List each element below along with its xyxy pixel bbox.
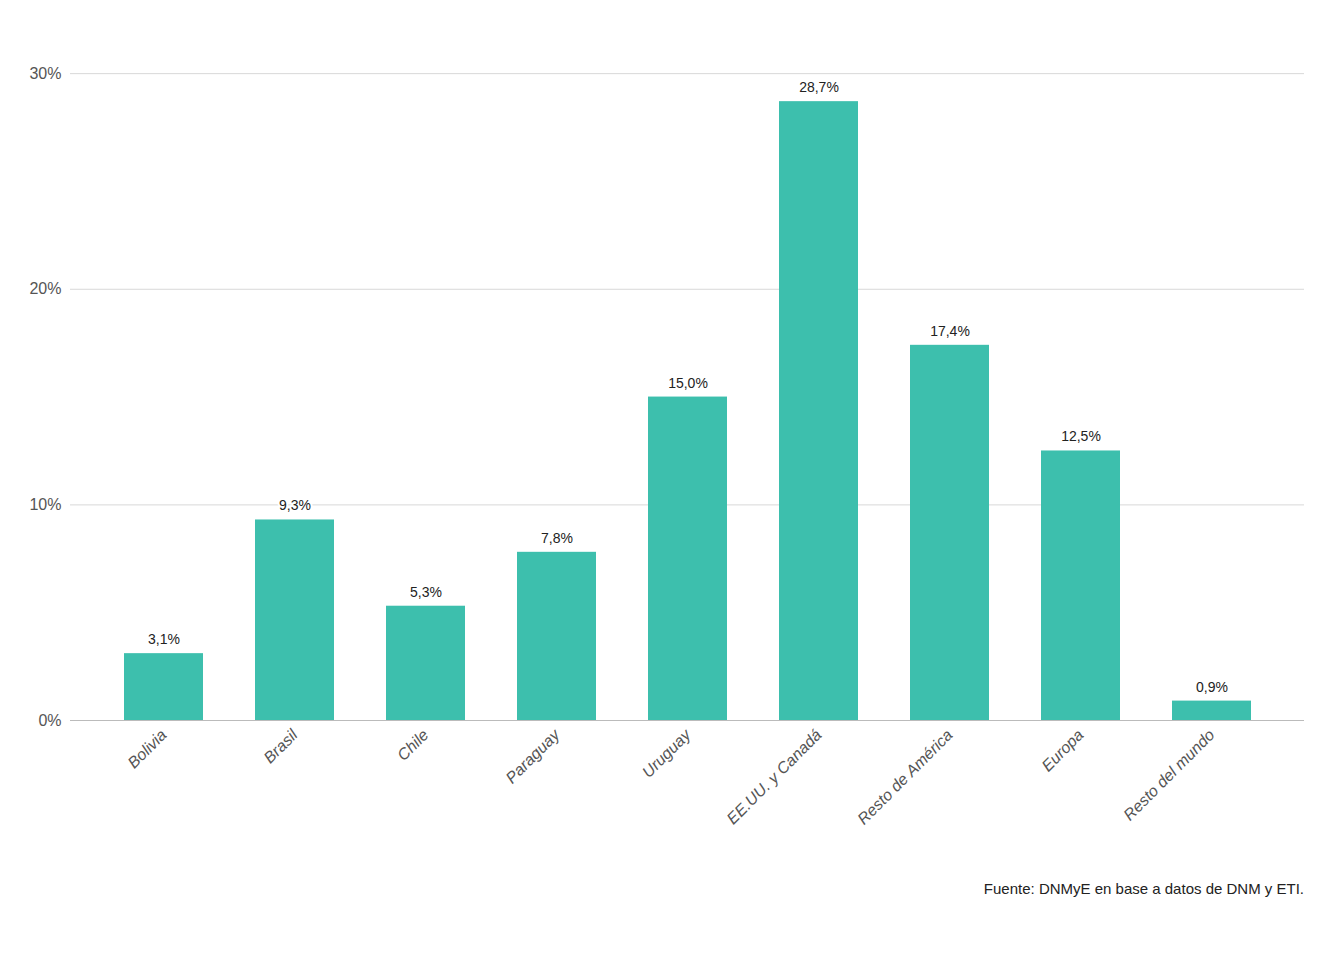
svg-text:0,9%: 0,9% — [1196, 679, 1228, 695]
svg-text:28,7%: 28,7% — [799, 79, 839, 95]
svg-text:Bolivia: Bolivia — [124, 726, 169, 771]
svg-text:Brasil: Brasil — [260, 726, 301, 767]
svg-text:Resto del mundo: Resto del mundo — [1120, 726, 1218, 824]
svg-text:Chile: Chile — [394, 726, 432, 764]
svg-text:7,8%: 7,8% — [541, 530, 573, 546]
svg-text:3,1%: 3,1% — [148, 631, 180, 647]
html-text:Fuente: DNMyE en base a datos: Fuente: DNMyE en base a datos de DNM y E… — [983, 880, 1304, 897]
svg-text:17,4%: 17,4% — [930, 323, 970, 339]
svg-text:9,3%: 9,3% — [279, 497, 311, 513]
svg-text:Uruguay: Uruguay — [639, 725, 694, 780]
svg-text:Europa: Europa — [1038, 726, 1087, 775]
svg-text:12,5%: 12,5% — [1061, 428, 1101, 444]
svg-text:30%: 30% — [29, 65, 61, 82]
svg-text:15,0%: 15,0% — [668, 375, 708, 391]
svg-text:0%: 0% — [38, 712, 61, 729]
svg-text:5,3%: 5,3% — [410, 584, 442, 600]
svg-text:10%: 10% — [29, 496, 61, 513]
svg-text:EE.UU. y Canadá: EE.UU. y Canadá — [723, 726, 824, 827]
svg-text:Resto de América: Resto de América — [854, 726, 956, 828]
svg-text:Paraguay: Paraguay — [502, 725, 563, 786]
svg-text:20%: 20% — [29, 280, 61, 297]
